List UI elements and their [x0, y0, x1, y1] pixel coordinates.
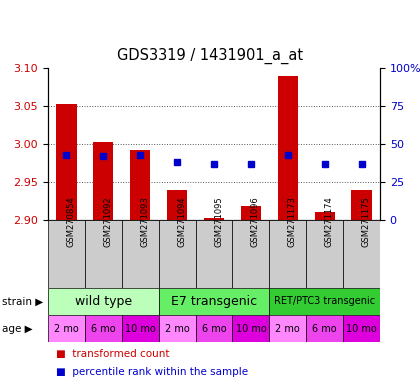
Bar [159, 288, 269, 315]
Bar [130, 150, 150, 220]
Bar [343, 220, 380, 288]
Bar [343, 315, 380, 342]
Text: GSM270854: GSM270854 [66, 197, 76, 247]
Bar [122, 220, 159, 288]
Text: 2 mo: 2 mo [54, 323, 79, 333]
Text: GSM271173: GSM271173 [288, 197, 297, 247]
Text: 2 mo: 2 mo [165, 323, 189, 333]
Text: GDS3319 / 1431901_a_at: GDS3319 / 1431901_a_at [117, 48, 303, 64]
Bar [306, 315, 343, 342]
Bar [269, 315, 306, 342]
Text: GSM271096: GSM271096 [251, 197, 260, 247]
Text: GSM271092: GSM271092 [103, 197, 112, 247]
Text: GSM271174: GSM271174 [325, 197, 333, 247]
Text: 6 mo: 6 mo [312, 323, 337, 333]
Bar [306, 220, 343, 288]
Bar [48, 220, 85, 288]
Bar [159, 315, 196, 342]
Text: 10 mo: 10 mo [346, 323, 377, 333]
Bar [85, 315, 122, 342]
Text: GSM271093: GSM271093 [140, 197, 149, 247]
Bar [93, 142, 113, 220]
Text: GSM271175: GSM271175 [362, 197, 370, 247]
Text: 2 mo: 2 mo [276, 323, 300, 333]
Text: 6 mo: 6 mo [91, 323, 116, 333]
Bar [315, 212, 335, 220]
Bar [122, 315, 159, 342]
Text: E7 transgenic: E7 transgenic [171, 295, 257, 308]
Bar [196, 220, 232, 288]
Bar [48, 315, 85, 342]
Text: GSM271095: GSM271095 [214, 197, 223, 247]
Text: RET/PTC3 transgenic: RET/PTC3 transgenic [274, 296, 375, 306]
Text: 10 mo: 10 mo [125, 323, 155, 333]
Text: strain ▶: strain ▶ [2, 296, 43, 306]
Bar [204, 218, 224, 220]
Bar [196, 315, 232, 342]
Bar [232, 220, 269, 288]
Bar [269, 288, 380, 315]
Text: ■  percentile rank within the sample: ■ percentile rank within the sample [56, 367, 249, 377]
Bar [278, 76, 298, 220]
Bar [56, 104, 76, 220]
Text: 6 mo: 6 mo [202, 323, 226, 333]
Text: wild type: wild type [75, 295, 132, 308]
Text: ■  transformed count: ■ transformed count [56, 349, 170, 359]
Bar [352, 190, 372, 220]
Bar [159, 220, 196, 288]
Text: GSM271094: GSM271094 [177, 197, 186, 247]
Text: age ▶: age ▶ [2, 323, 33, 333]
Bar [48, 288, 159, 315]
Bar [167, 190, 187, 220]
Bar [269, 220, 306, 288]
Bar [232, 315, 269, 342]
Text: 10 mo: 10 mo [236, 323, 266, 333]
Bar [85, 220, 122, 288]
Bar [241, 206, 261, 220]
